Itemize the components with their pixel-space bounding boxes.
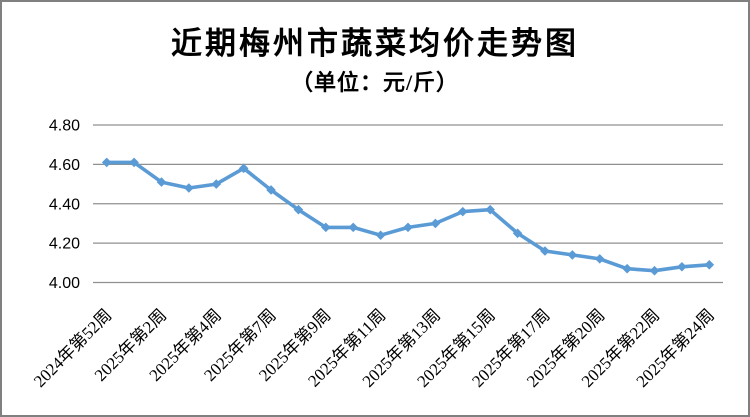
data-point-marker [211, 179, 222, 189]
y-axis-tick-label: 4.80 [49, 118, 80, 135]
chart-title: 近期梅州市蔬菜均价走势图 [171, 26, 579, 61]
data-point-marker [293, 204, 304, 215]
data-point-marker [129, 157, 139, 168]
data-point-marker [622, 263, 632, 274]
data-point-marker [101, 157, 112, 168]
data-point-marker [321, 222, 331, 233]
data-point-marker [485, 204, 495, 215]
data-point-marker [512, 228, 523, 239]
chart-unit-subtitle: （单位：元/斤） [290, 70, 460, 95]
y-axis-tick-label: 4.00 [49, 275, 80, 292]
y-axis-tick-label: 4.40 [49, 196, 80, 213]
data-point-marker [238, 163, 249, 174]
data-point-marker [266, 185, 276, 195]
y-axis-tick-label: 4.60 [49, 157, 80, 174]
data-point-marker [457, 206, 468, 217]
data-point-marker [156, 177, 167, 187]
data-point-marker [184, 183, 194, 193]
data-point-marker [567, 250, 578, 260]
data-point-marker [649, 265, 660, 276]
data-point-marker [704, 259, 715, 270]
data-point-marker [430, 218, 441, 229]
y-axis-tick-label: 4.20 [49, 236, 80, 253]
data-point-marker [540, 246, 550, 256]
data-point-marker [348, 222, 359, 233]
data-point-marker [375, 230, 386, 241]
data-point-marker [594, 254, 605, 264]
data-point-marker [677, 261, 687, 272]
price-trend-line [104, 160, 712, 273]
data-point-marker [403, 222, 413, 233]
